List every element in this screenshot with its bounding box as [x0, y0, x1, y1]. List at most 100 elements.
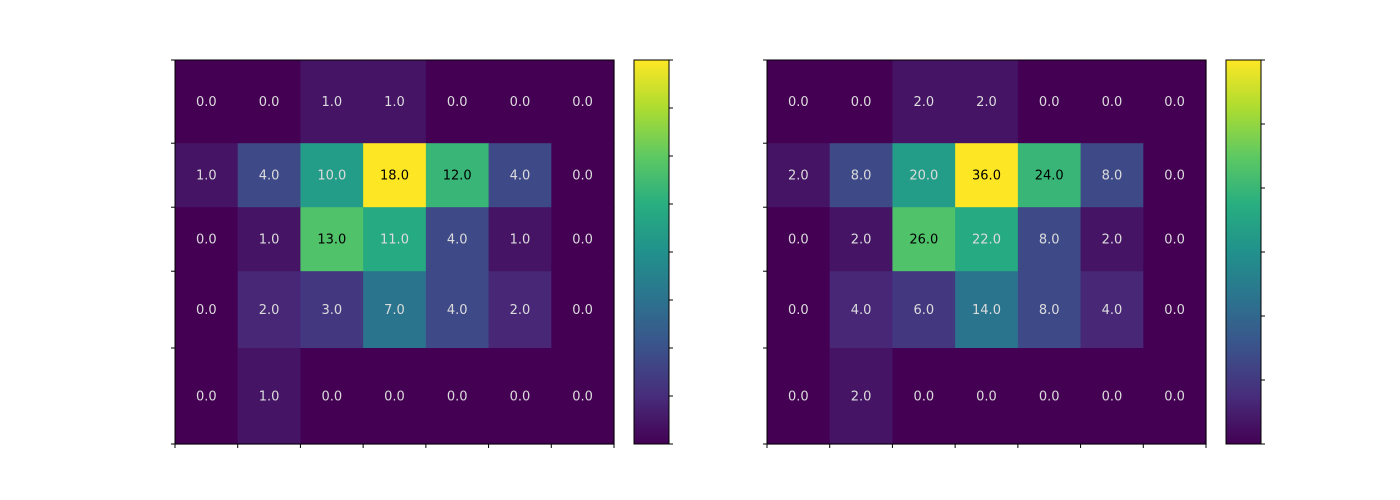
heatmap-cell	[892, 60, 956, 144]
cell-value-label: 12.0	[443, 169, 472, 184]
heatmap-cell	[237, 348, 302, 445]
cell-value-label: 2.0	[851, 233, 872, 248]
heatmap-cell	[955, 348, 1019, 445]
heatmap-cell	[829, 143, 894, 208]
cell-value-label: 0.0	[1164, 233, 1185, 248]
heatmap-cell	[1143, 60, 1207, 144]
heatmap-cell	[955, 207, 1019, 272]
cell-value-label: 0.0	[572, 390, 593, 405]
cell-value-label: 0.0	[1164, 95, 1185, 110]
cell-value-label: 4.0	[851, 303, 872, 318]
cell-value-label: 3.0	[321, 303, 342, 318]
cell-value-label: 26.0	[909, 233, 938, 248]
heatmap-cell	[1143, 271, 1207, 349]
heatmap-cell	[175, 60, 239, 144]
cell-value-label: 20.0	[909, 169, 938, 184]
heatmap-cell	[488, 143, 552, 208]
heatmap-cell	[829, 271, 894, 349]
cell-value-label: 0.0	[976, 390, 997, 405]
cell-value-label: 11.0	[380, 233, 409, 248]
heatmap-cell	[551, 207, 615, 272]
cell-value-label: 0.0	[510, 390, 531, 405]
heatmap-cell	[175, 348, 239, 445]
heatmap-cell	[551, 60, 615, 144]
heatmap-panel-right: 0.0 0.0 2.0 2.0 0.0 0.0 0.0 2.0 8.0 20.0 36.0 24.0 8…	[763, 59, 1265, 448]
cell-value-label: 2.0	[1102, 233, 1123, 248]
cell-value-label: 0.0	[510, 95, 531, 110]
cell-value-label: 1.0	[259, 233, 280, 248]
cell-value-label: 0.0	[572, 169, 593, 184]
heatmap-cell	[237, 143, 302, 208]
axes-frame	[766, 59, 1207, 445]
heatmap-cell	[363, 143, 427, 208]
cell-value-label: 0.0	[1102, 390, 1123, 405]
cell-value-label: 0.0	[572, 303, 593, 318]
heatmap-cell	[767, 60, 831, 144]
cell-value-label: 22.0	[972, 233, 1001, 248]
heatmap-cell	[955, 271, 1019, 349]
cell-value-label: 0.0	[321, 390, 342, 405]
heatmap-cell	[892, 207, 956, 272]
cell-value-label: 1.0	[384, 95, 405, 110]
heatmap-cell	[767, 271, 831, 349]
heatmap-cell	[1143, 207, 1207, 272]
cell-value-label: 0.0	[1039, 390, 1060, 405]
heatmap-cell	[892, 348, 956, 445]
cell-value-label: 8.0	[1102, 169, 1123, 184]
heatmap-cell	[300, 271, 364, 349]
cell-value-label: 2.0	[913, 95, 934, 110]
heatmap-panel-left: 0.0 0.0 1.0 1.0 0.0 0.0 0.0 1.0 4.0 10.0 18.0 12.0 4…	[171, 59, 673, 448]
cell-value-label: 0.0	[572, 233, 593, 248]
cell-value-label: 36.0	[972, 169, 1001, 184]
cell-value-label: 0.0	[384, 390, 405, 405]
cell-value-label: 1.0	[259, 390, 280, 405]
cell-value-label: 0.0	[851, 95, 872, 110]
cell-value-label: 0.0	[913, 390, 934, 405]
heatmap-cell	[363, 60, 427, 144]
cell-value-label: 8.0	[1039, 233, 1060, 248]
heatmap-cell	[1017, 271, 1082, 349]
heatmap-cell	[955, 143, 1019, 208]
heatmap-cell	[551, 143, 615, 208]
colorbar	[1225, 59, 1262, 445]
heatmap-cell	[425, 60, 490, 144]
heatmap-cell	[363, 348, 427, 445]
cell-value-label: 2.0	[259, 303, 280, 318]
cell-value-label: 0.0	[572, 95, 593, 110]
heatmap-cell	[1017, 207, 1082, 272]
cell-value-label: 8.0	[851, 169, 872, 184]
heatmap-cell	[488, 207, 552, 272]
colorbar	[633, 59, 670, 445]
cell-value-label: 2.0	[510, 303, 531, 318]
heatmap-cell	[175, 143, 239, 208]
heatmap-cell	[767, 348, 831, 445]
heatmap-cell	[1143, 143, 1207, 208]
cell-value-label: 0.0	[196, 233, 217, 248]
cell-value-label: 10.0	[317, 169, 346, 184]
cell-value-label: 4.0	[447, 233, 468, 248]
cell-value-label: 8.0	[1039, 303, 1060, 318]
cell-value-label: 18.0	[380, 169, 409, 184]
heatmap-cell	[1017, 348, 1082, 445]
cell-value-label: 1.0	[196, 169, 217, 184]
heatmap-cell	[488, 271, 552, 349]
cell-value-label: 0.0	[196, 303, 217, 318]
cell-value-label: 0.0	[788, 95, 809, 110]
cell-value-label: 4.0	[447, 303, 468, 318]
heatmap-cell	[488, 348, 552, 445]
heatmap-cell	[425, 348, 490, 445]
cell-value-label: 0.0	[1102, 95, 1123, 110]
cell-value-label: 0.0	[1164, 169, 1185, 184]
heatmap-cell	[955, 60, 1019, 144]
cell-value-label: 0.0	[1164, 390, 1185, 405]
heatmap-cell	[237, 207, 302, 272]
heatmap-cell	[551, 271, 615, 349]
cell-value-label: 4.0	[1102, 303, 1123, 318]
heatmap-cell	[767, 207, 831, 272]
cell-value-label: 0.0	[196, 95, 217, 110]
cell-value-label: 1.0	[510, 233, 531, 248]
heatmap-cell	[300, 60, 364, 144]
cell-value-label: 2.0	[976, 95, 997, 110]
cell-value-label: 2.0	[851, 390, 872, 405]
